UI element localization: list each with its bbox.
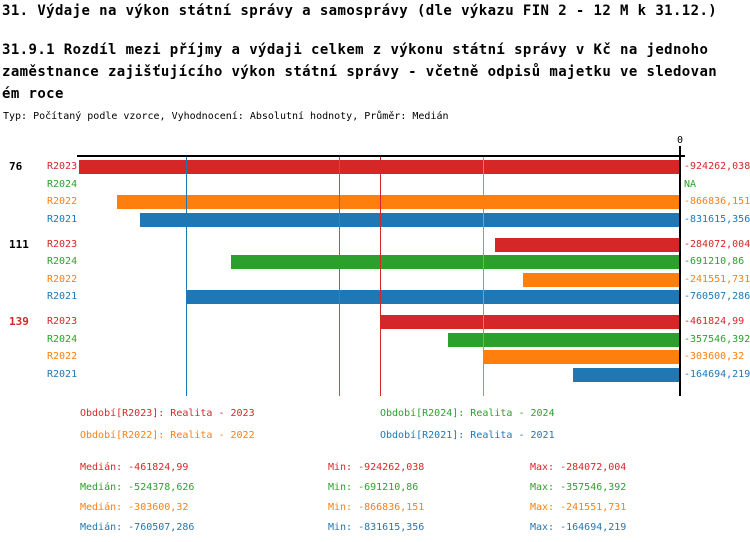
row-label-R2022: R2022 [47,351,78,362]
stat-median-R2022: Medián: -303600,32 [80,502,189,513]
indicator-subtitle: 31.9.1 Rozdíl mezi příjmy a výdaji celke… [2,42,718,102]
bar-R2023 [79,160,680,174]
value-label-R2023: -924262,038 [684,161,750,172]
stat-min-R2022: Min: -866836,151 [328,502,425,513]
row-label-R2023: R2023 [47,238,78,250]
value-label-R2022: -241551,731 [684,273,750,285]
meta-line: Typ: Počítaný podle vzorce, Vyhodnocení:… [3,111,449,122]
row-label-R2021: R2021 [47,213,78,225]
bar-R2022 [116,195,680,209]
stat-max-R2021: Max: -164694,219 [530,522,627,533]
group-label-111: 111 [9,237,29,251]
legend-item-R2024: Období[R2024]: Realita - 2024 [380,408,555,419]
stat-median-R2023: Medián: -461824,99 [80,462,189,473]
row-label-R2021: R2021 [47,368,78,380]
group-label-76: 76 [9,160,23,173]
bar-R2024 [230,255,680,269]
stat-max-R2024: Max: -357546,392 [530,482,627,493]
value-label-R2021: -760507,286 [684,291,750,302]
stat-min-R2023: Min: -924262,038 [328,462,425,473]
median-line-R2024 [339,155,341,396]
bar-R2022 [482,350,680,364]
page-title: 31. Výdaje na výkon státní správy a samo… [2,3,718,19]
legend-item-R2021: Období[R2021]: Realita - 2021 [380,430,555,441]
row-label-R2021: R2021 [47,291,78,302]
bar-R2023 [379,315,680,329]
stat-median-R2021: Medián: -760507,286 [80,522,195,533]
bar-R2021 [185,290,680,304]
value-label-R2023: -284072,004 [684,238,750,250]
bar-R2023 [495,237,680,252]
legend-item-R2023: Období[R2023]: Realita - 2023 [80,408,255,419]
value-label-R2022: -303600,32 [684,351,745,362]
row-label-R2024: R2024 [47,333,78,345]
row-label-R2023: R2023 [47,161,78,172]
median-line-R2022 [482,155,484,396]
legend-item-R2022: Období[R2022]: Realita - 2022 [80,430,255,441]
bar-R2022 [523,272,680,287]
row-label-R2024: R2024 [47,256,78,267]
x-axis-line [77,155,685,157]
value-label-R2024: -357546,392 [684,333,750,345]
bar-R2024 [447,332,680,347]
row-label-R2022: R2022 [47,273,78,285]
median-line-R2023 [379,155,381,396]
stat-median-R2024: Medián: -524378,626 [80,482,195,493]
row-label-R2024: R2024 [47,178,78,190]
value-label-R2024: NA [684,178,697,190]
zero-axis-line [679,146,681,396]
bar-R2021 [139,212,680,227]
stat-max-R2023: Max: -284072,004 [530,462,627,473]
value-label-R2021: -831615,356 [684,213,750,225]
median-line-R2021 [185,155,187,396]
value-label-R2023: -461824,99 [684,316,745,327]
value-label-R2022: -866836,151 [684,196,750,207]
stat-min-R2024: Min: -691210,86 [328,482,419,493]
row-label-R2023: R2023 [47,316,78,327]
group-label-139: 139 [9,315,29,328]
value-label-R2021: -164694,219 [684,368,750,380]
stat-min-R2021: Min: -831615,356 [328,522,425,533]
bar-R2021 [572,367,680,382]
axis-zero-label: 0 [676,135,684,146]
stat-max-R2022: Max: -241551,731 [530,502,627,513]
row-label-R2022: R2022 [47,196,78,207]
value-label-R2024: -691210,86 [684,256,745,267]
